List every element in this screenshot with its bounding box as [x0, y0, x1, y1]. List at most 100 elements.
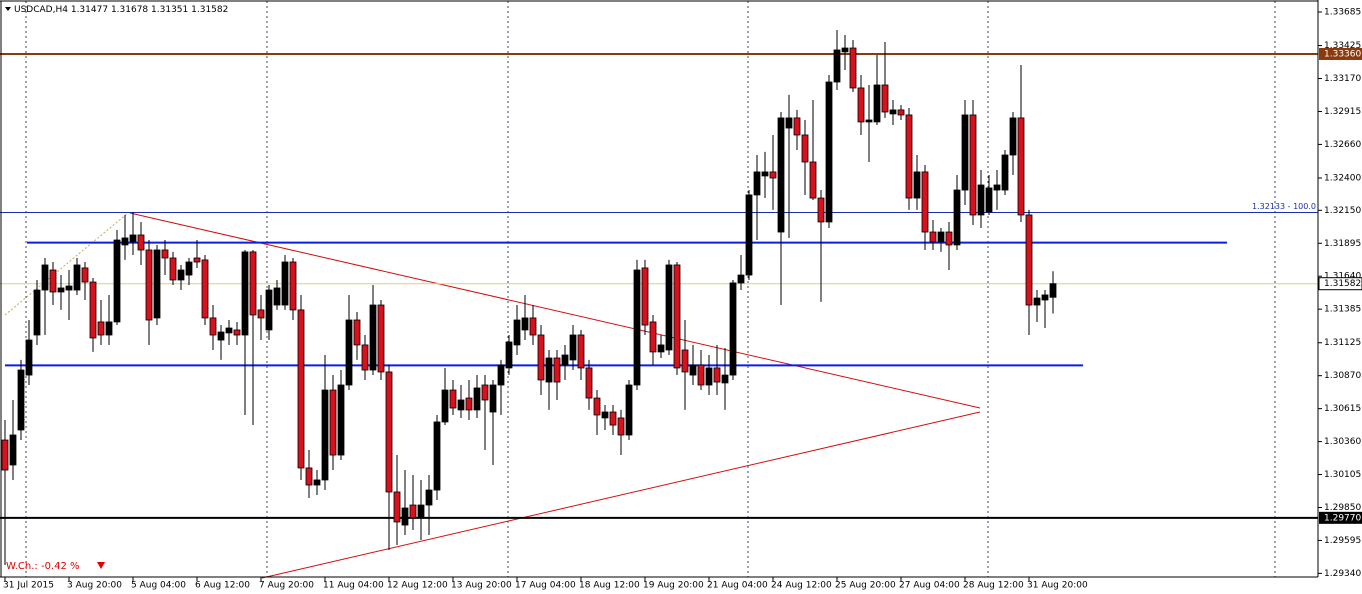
y-tick-label: 1.32660 [1324, 140, 1361, 150]
x-tick-label: 19 Aug 20:00 [643, 581, 704, 591]
candle-body [673, 264, 681, 369]
candle-body [801, 134, 809, 163]
candle-body [513, 319, 521, 346]
candle-body [81, 267, 89, 283]
candle-body [425, 489, 433, 506]
y-tick-label: 1.32150 [1324, 206, 1361, 216]
candle-body [73, 264, 81, 291]
x-tick-label: 27 Aug 04:00 [899, 581, 960, 591]
candle-body [593, 397, 601, 416]
candle-body [713, 367, 721, 383]
candle-body [817, 197, 825, 223]
candle-body [281, 261, 289, 306]
candle-body [17, 369, 25, 431]
candle-body [865, 119, 873, 123]
candle-body [409, 504, 417, 519]
candle-body [57, 287, 65, 293]
candle-body [129, 234, 137, 243]
price-line-label: 1.32133 - 100.0 [1252, 202, 1316, 211]
candle-body [305, 467, 313, 486]
candle-body [569, 334, 577, 361]
candle-body [193, 257, 201, 263]
candle-body [873, 84, 881, 123]
candle-body [249, 251, 257, 316]
candle-body [1025, 214, 1033, 306]
x-tick-label: 31 Jul 2015 [3, 581, 54, 591]
candle-body [201, 259, 209, 319]
candle-body [585, 367, 593, 399]
candle-body [321, 389, 329, 481]
candle-body [577, 334, 585, 369]
candle-body [537, 334, 545, 381]
candle-body [233, 329, 241, 336]
y-tick-label: 1.33170 [1324, 74, 1361, 84]
candle-body [665, 264, 673, 351]
candle-body [857, 87, 865, 123]
candle-body [65, 285, 73, 291]
x-tick-label: 24 Aug 12:00 [771, 581, 832, 591]
price-tag-label: 1.29770 [1324, 513, 1361, 523]
candle-body [553, 357, 561, 383]
candle-body [361, 344, 369, 371]
candle-body [729, 282, 737, 376]
candle-body [177, 269, 185, 281]
candle-body [137, 234, 145, 251]
candle-body [25, 339, 33, 376]
candle-body [97, 321, 105, 336]
candle-body [753, 171, 761, 196]
candle-body [809, 161, 817, 199]
x-tick-label: 25 Aug 20:00 [835, 581, 896, 591]
candle-body [9, 434, 17, 466]
y-tick-label: 1.31125 [1324, 338, 1361, 348]
candle-body [401, 507, 409, 526]
candle-body [561, 354, 569, 366]
candle-body [313, 479, 321, 486]
candle-body [841, 47, 849, 53]
candle-body [681, 349, 689, 373]
candle-body [297, 309, 305, 469]
x-tick-label: 3 Aug 20:00 [67, 581, 122, 591]
price-tags: 1.33360 1.29770 1.31582 [1318, 47, 1362, 524]
candle-body [521, 317, 529, 331]
x-tick-label: 13 Aug 20:00 [451, 581, 512, 591]
candle-body [473, 387, 481, 411]
candle-body [745, 194, 753, 276]
candle-body [89, 281, 97, 339]
candle-body [217, 331, 225, 341]
candle-body [905, 114, 913, 199]
last-price-label: 1.31582 [1324, 279, 1361, 289]
candle-body [433, 421, 441, 491]
candle-body [417, 504, 425, 519]
x-tick-label: 21 Aug 04:00 [707, 581, 768, 591]
candle-body [465, 397, 473, 411]
candle-body [641, 267, 649, 326]
y-tick-label: 1.32915 [1324, 107, 1361, 117]
high: 1.31678 [111, 5, 148, 15]
candle-body [529, 317, 537, 336]
candle-body [353, 319, 361, 346]
trend-line [129, 212, 981, 409]
x-tick-label: 7 Aug 20:00 [259, 581, 314, 591]
x-tick-label: 28 Aug 12:00 [963, 581, 1024, 591]
price-tag [1319, 47, 1362, 60]
candle-body [273, 287, 281, 306]
menu-icon [5, 7, 11, 11]
candle-body [993, 184, 1001, 191]
candle-body [921, 171, 929, 233]
y-tick-label: 1.31385 [1324, 305, 1361, 315]
x-tick-label: 12 Aug 12:00 [387, 581, 448, 591]
candle-body [1041, 294, 1049, 301]
candle-body [505, 341, 513, 369]
candle-body [225, 327, 233, 334]
candle-body [761, 171, 769, 177]
candle-body [265, 289, 273, 331]
low: 1.31351 [151, 5, 188, 15]
y-tick-label: 1.30105 [1324, 470, 1361, 480]
y-tick-label: 1.32400 [1324, 174, 1361, 184]
fib-base-line [4, 212, 129, 316]
candle-body [777, 117, 785, 233]
candle-body [889, 109, 897, 115]
candle-body [377, 304, 385, 373]
trend-line [261, 411, 981, 579]
candle-body [1033, 297, 1041, 306]
